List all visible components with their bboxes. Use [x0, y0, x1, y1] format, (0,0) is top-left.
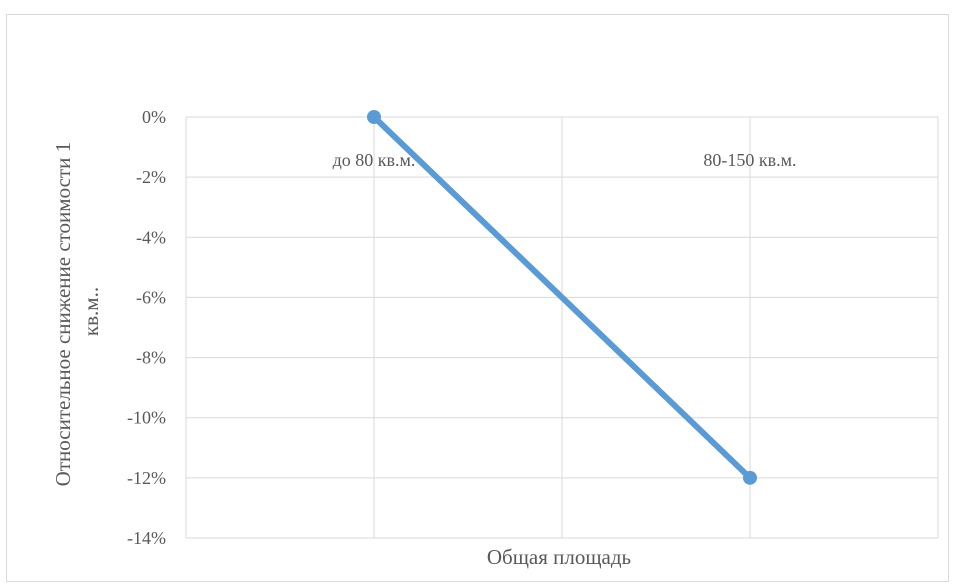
y-tick-label: -2% — [136, 167, 166, 187]
y-tick-label: 0% — [142, 107, 166, 127]
y-tick-label: -4% — [136, 227, 166, 247]
series-layer — [367, 110, 757, 485]
y-axis-title: Относительное снижение стоимости 1 кв.м.… — [51, 137, 103, 487]
category-label: 80-150 кв.м. — [703, 150, 796, 170]
data-point — [367, 110, 381, 124]
chart-frame — [6, 14, 949, 582]
category-labels: до 80 кв.м. 80-150 кв.м. — [333, 150, 797, 170]
y-tick-label: -12% — [127, 468, 166, 488]
category-label: до 80 кв.м. — [333, 150, 416, 170]
grid — [185, 116, 939, 539]
y-axis-title-line1: Относительное снижение стоимости 1 — [51, 142, 75, 486]
y-tick-label: -8% — [136, 348, 166, 368]
y-tick-label: -6% — [136, 287, 166, 307]
y-axis-title-line2: кв.м.. — [79, 287, 103, 336]
series-line — [371, 114, 753, 481]
y-tick-labels: 0% -2% -4% -6% -8% -10% -12% -14% — [127, 107, 166, 548]
x-axis-title: Общая площадь — [487, 545, 631, 569]
y-tick-label: -14% — [127, 528, 166, 548]
data-point — [743, 470, 757, 485]
y-tick-label: -10% — [127, 408, 166, 428]
